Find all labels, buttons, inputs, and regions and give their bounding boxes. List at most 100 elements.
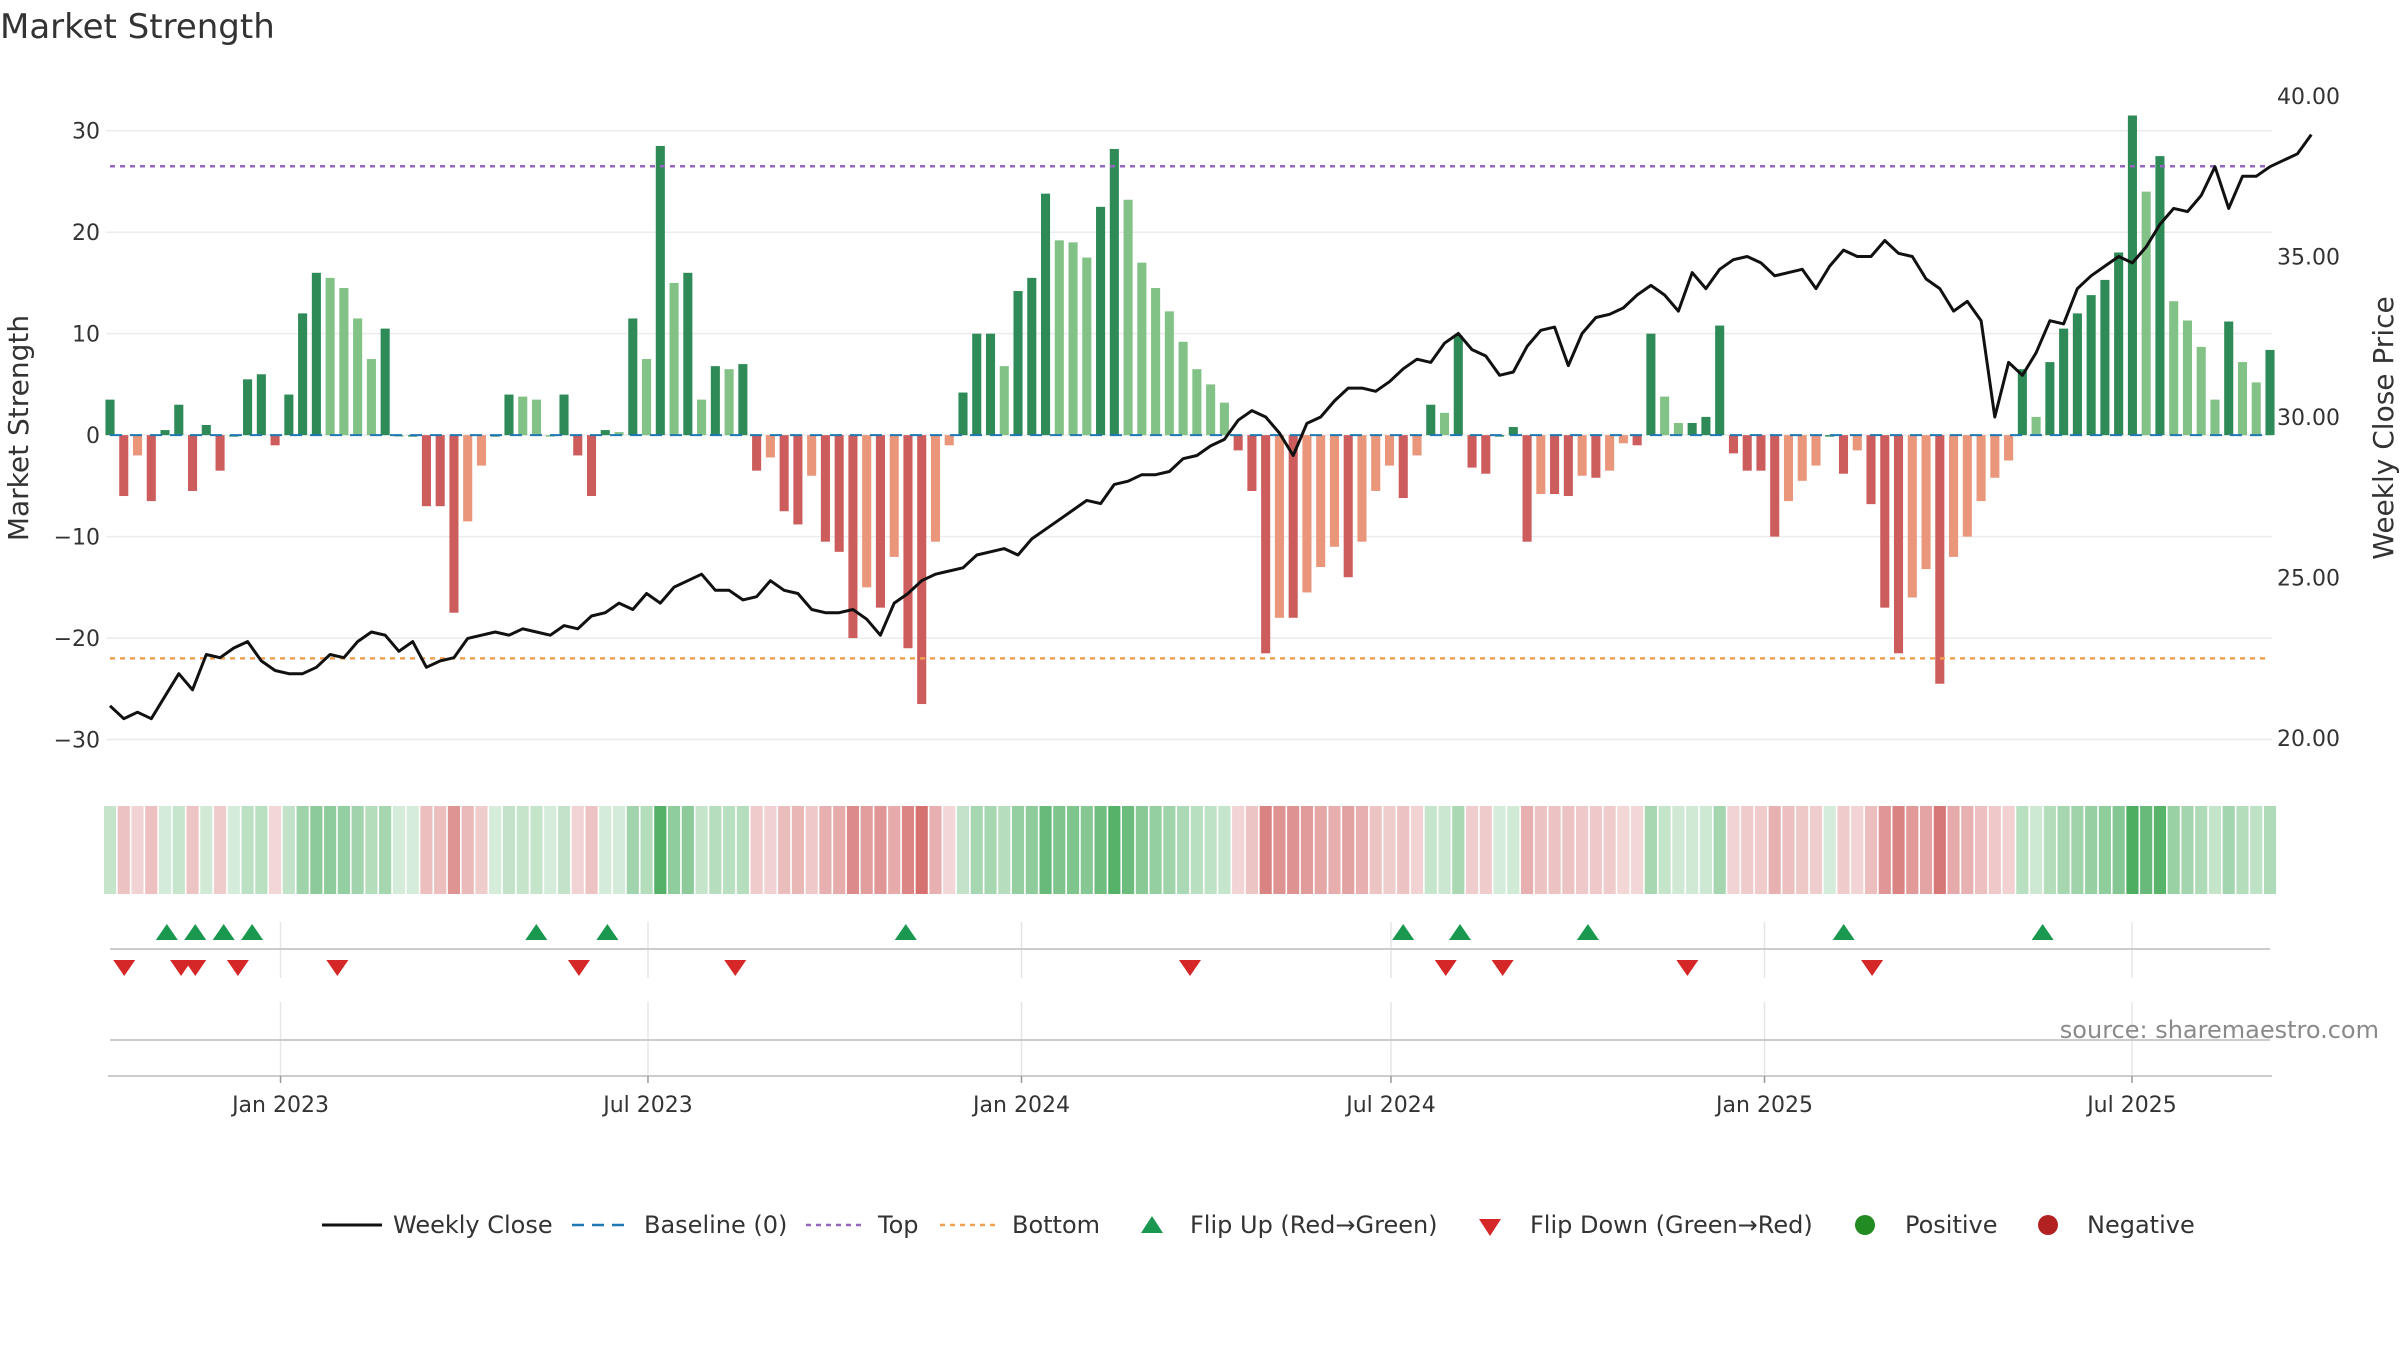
strength-bar (820, 435, 830, 542)
legend-label: Flip Up (Red→Green) (1190, 1211, 1438, 1239)
flip-up-marker (894, 924, 917, 940)
strip-cell (1548, 806, 1561, 894)
legend-label: Positive (1905, 1211, 1998, 1239)
strength-bar (449, 435, 459, 613)
strip-cell (612, 806, 626, 894)
strength-bar (1137, 262, 1147, 436)
flip-up-marker (1832, 924, 1855, 940)
flip-down-marker (1434, 960, 1457, 976)
strip-cell (447, 806, 461, 894)
legend-label: Top (877, 1211, 919, 1239)
strength-bar (1660, 396, 1670, 436)
strip-cell (296, 806, 309, 894)
strength-bar (531, 399, 542, 436)
strip-cell (2208, 806, 2222, 894)
strip-cell (2057, 806, 2070, 894)
strength-bar (944, 435, 954, 446)
x-axis: Jan 2023 Jul 2023 Jan 2024 Jul 2024 Jan 2025… (108, 1039, 2272, 1118)
strength-bar (765, 435, 775, 458)
x-tick-label: Jan 2025 (1714, 1093, 1813, 1118)
strip-cell (1328, 806, 1341, 894)
strength-bar (972, 333, 982, 436)
axis-ticks: 30 20 10 0 −10 −20 −30 40.00 35.00 30.00 25.00 20.0… (54, 85, 2340, 754)
strength-bar (1027, 277, 1037, 436)
strip-cell (626, 806, 639, 894)
strength-bar (105, 399, 115, 436)
strength-bar (2210, 399, 2220, 436)
strip-cell (2126, 806, 2139, 894)
strength-bar (1866, 435, 1876, 505)
strip-cell (2016, 806, 2029, 894)
strength-bar (1357, 435, 1367, 542)
legend: Weekly Close Baseline (0) Top Bottom Flip Up… (322, 1211, 2195, 1239)
strength-bar (1783, 435, 1794, 502)
strip-cell (1851, 806, 1864, 894)
strength-bar (1715, 325, 1725, 436)
strength-bar (586, 435, 597, 497)
strength-bar (504, 394, 514, 436)
strip-cell (1562, 806, 1575, 894)
legend-swatch-flip-up (1141, 1216, 1163, 1233)
strip-cell (310, 806, 323, 894)
strip-cell (1631, 806, 1644, 894)
strip-cell (1892, 806, 1905, 894)
weekly-close-line (108, 133, 2313, 721)
strength-bar (1632, 435, 1642, 446)
strength-bar (1013, 291, 1023, 436)
strength-bar (1536, 435, 1546, 494)
strength-bar (1439, 412, 1450, 436)
strip-cell (929, 806, 942, 894)
strength-bar (614, 432, 624, 436)
strip-cell (599, 806, 612, 894)
legend-swatch-negative (2038, 1215, 2058, 1235)
strip-cell (1617, 806, 1630, 894)
strength-bar (1178, 341, 1188, 436)
strength-bar (1921, 435, 1931, 570)
y2-tick-label: 25.00 (2277, 566, 2340, 591)
strength-bar (2072, 313, 2082, 436)
strength-bar (1646, 333, 1656, 436)
strip-cell (1080, 806, 1093, 894)
y-tick-label: −20 (54, 627, 100, 652)
strip-cell (103, 806, 117, 894)
strip-cell (764, 806, 777, 894)
strength-bar (1274, 435, 1284, 618)
strength-bar (930, 435, 941, 542)
strength-bar (1343, 435, 1353, 578)
strength-bar (1701, 416, 1711, 436)
strip-cell (489, 806, 502, 894)
strip-cell (1686, 806, 1699, 894)
strip-cell (1823, 806, 1836, 894)
strength-bar (1811, 435, 1821, 466)
strength-bar (311, 272, 321, 436)
strip-cell (1658, 806, 1671, 894)
strip-cell (819, 806, 832, 894)
heat-strip (103, 806, 2277, 894)
strip-cell (255, 806, 268, 894)
strength-bar (1164, 311, 1174, 436)
strip-cell (1520, 806, 1534, 894)
strip-cell (1369, 806, 1382, 894)
x-tick-label: Jan 2024 (971, 1093, 1070, 1118)
strip-cell (1919, 806, 1933, 894)
strength-bar (573, 435, 583, 456)
strip-cell (1988, 806, 2001, 894)
x-tick-label: Jul 2023 (601, 1093, 693, 1118)
strip-cell (158, 806, 172, 894)
strength-bar (889, 435, 899, 557)
strength-bar (642, 359, 652, 436)
strip-cell (351, 806, 364, 894)
strip-cell (1149, 806, 1162, 894)
strip-cell (833, 806, 846, 894)
flip-down-marker (226, 960, 249, 976)
strength-bar (339, 288, 349, 436)
strip-cell (1438, 806, 1451, 894)
strength-bar (518, 396, 528, 436)
strength-bar (1605, 435, 1615, 471)
strength-bar (160, 430, 170, 436)
y2-axis-label: Weekly Close Price (2367, 296, 2400, 559)
y-tick-label: 20 (72, 221, 100, 246)
strength-bar (1041, 193, 1051, 436)
strip-cell (750, 806, 763, 894)
flip-down-marker (326, 960, 349, 976)
